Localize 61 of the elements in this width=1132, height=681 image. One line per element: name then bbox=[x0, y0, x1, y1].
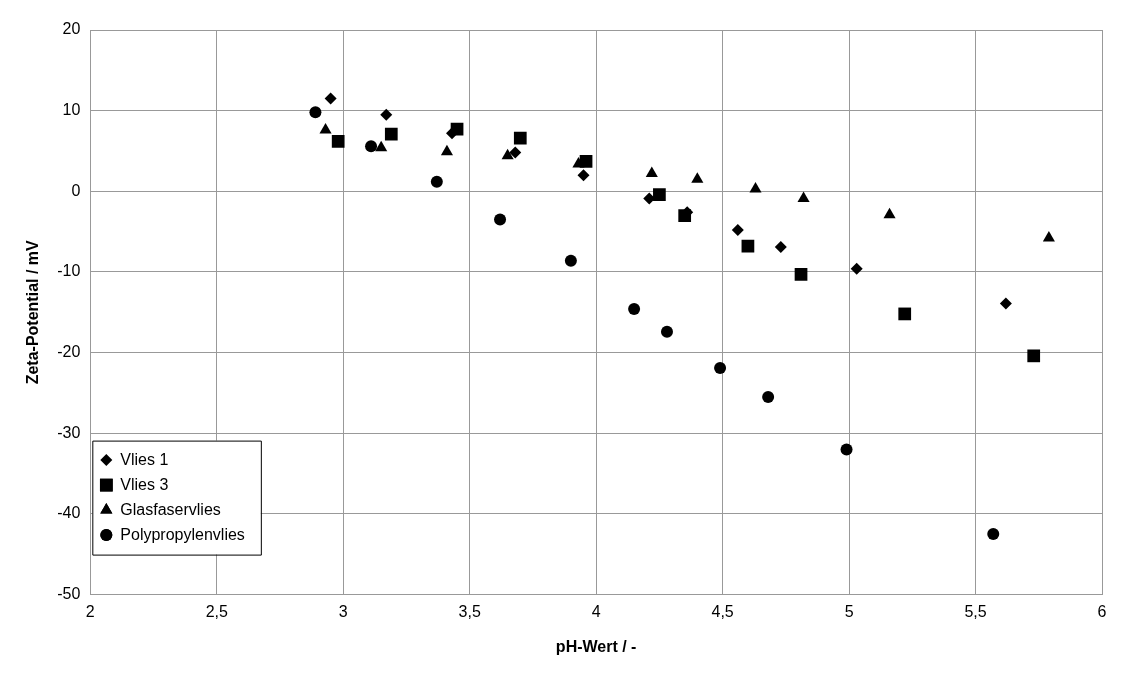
legend-label: Glasfaservlies bbox=[120, 500, 221, 518]
point bbox=[1042, 231, 1055, 242]
point bbox=[509, 146, 522, 159]
point bbox=[774, 240, 787, 253]
y-tick-label: 10 bbox=[62, 101, 81, 119]
x-tick-label: 5,5 bbox=[964, 602, 987, 620]
y-tick-label: -40 bbox=[57, 504, 81, 522]
legend-label: Vlies 1 bbox=[120, 450, 169, 468]
point bbox=[987, 528, 1000, 541]
point bbox=[660, 325, 673, 338]
x-tick-label: 5 bbox=[844, 602, 854, 620]
x-tick-label: 3 bbox=[338, 602, 348, 620]
point bbox=[797, 191, 810, 203]
point bbox=[794, 268, 808, 281]
legend-label: Polypropylenvlies bbox=[120, 525, 245, 543]
x-tick-label: 4,5 bbox=[711, 602, 734, 620]
x-tick-label: 3,5 bbox=[458, 602, 481, 620]
point bbox=[999, 297, 1012, 310]
y-tick-label: 20 bbox=[62, 20, 81, 38]
point bbox=[1027, 349, 1041, 363]
point bbox=[579, 155, 593, 168]
x-tick-label: 2 bbox=[85, 602, 95, 620]
point bbox=[840, 443, 853, 456]
point bbox=[645, 166, 658, 178]
x-tick-label: 6 bbox=[1097, 602, 1107, 620]
y-axis-title: Zeta-Potential / mV bbox=[24, 239, 42, 385]
point bbox=[440, 144, 453, 156]
point bbox=[691, 172, 704, 183]
legend-label: Vlies 3 bbox=[120, 475, 169, 493]
point bbox=[375, 140, 388, 152]
y-tick-label: -30 bbox=[57, 423, 81, 441]
point bbox=[850, 262, 863, 275]
point bbox=[365, 140, 378, 153]
point bbox=[384, 127, 398, 141]
x-tick-label: 4 bbox=[591, 602, 601, 620]
y-tick-label: -10 bbox=[57, 262, 81, 280]
point bbox=[577, 169, 590, 182]
point bbox=[731, 224, 744, 237]
point bbox=[494, 213, 507, 226]
point bbox=[501, 148, 514, 160]
point bbox=[564, 254, 577, 267]
y-tick-label: -20 bbox=[57, 343, 81, 361]
y-tick-label: -50 bbox=[57, 585, 81, 603]
point bbox=[741, 239, 755, 253]
point bbox=[749, 181, 762, 193]
point bbox=[309, 106, 322, 119]
point bbox=[883, 207, 896, 219]
point bbox=[714, 361, 727, 374]
point bbox=[380, 108, 393, 121]
point bbox=[430, 175, 443, 188]
point bbox=[898, 307, 912, 321]
point bbox=[319, 123, 332, 134]
point bbox=[762, 390, 775, 403]
point bbox=[513, 131, 527, 145]
point bbox=[331, 134, 345, 148]
x-tick-label: 2,5 bbox=[205, 602, 228, 620]
point bbox=[628, 303, 641, 316]
point bbox=[324, 92, 337, 105]
point bbox=[653, 188, 666, 201]
x-axis-title: pH-Wert / - bbox=[555, 637, 637, 655]
y-tick-label: 0 bbox=[71, 181, 81, 199]
